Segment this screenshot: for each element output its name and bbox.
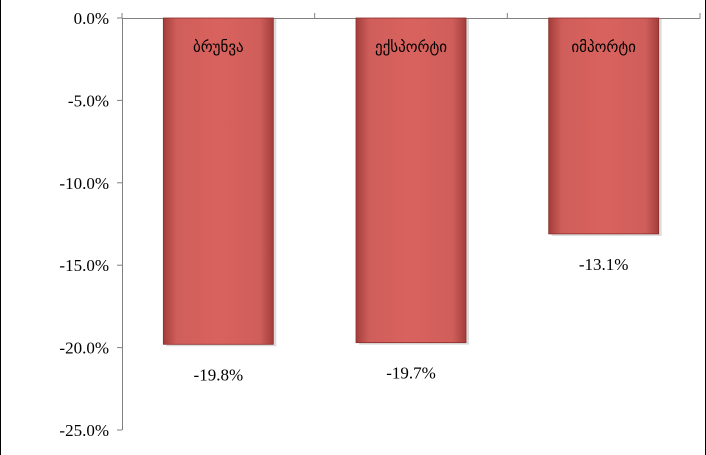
category-label: ბრუნვა (193, 38, 244, 56)
y-tick-label: -25.0% (59, 421, 109, 440)
y-tick-label: -10.0% (59, 174, 109, 193)
y-tick-label: 0.0% (74, 9, 109, 28)
bar-group (355, 17, 469, 345)
data-label: -13.1% (579, 255, 629, 274)
y-axis: 0.0% -5.0% -10.0% -15.0% -20.0% -25.0% (59, 9, 123, 440)
bar (355, 17, 467, 344)
y-tick-label: -15.0% (59, 256, 109, 275)
y-tick-label: -5.0% (68, 91, 109, 110)
data-label: -19.8% (194, 365, 244, 384)
bar-group (548, 17, 662, 236)
data-label: -19.7% (386, 364, 436, 383)
bar-group (162, 17, 277, 347)
category-label: იმპორტი (571, 38, 636, 56)
bar (162, 17, 274, 345)
category-label: ექსპორტი (375, 38, 447, 56)
labels: ბრუნვა -19.8% ექსპორტი -19.7% იმპორტი -13.1% (193, 38, 636, 384)
bars (162, 17, 662, 347)
y-tick-label: -20.0% (59, 339, 109, 358)
bar (548, 17, 660, 235)
